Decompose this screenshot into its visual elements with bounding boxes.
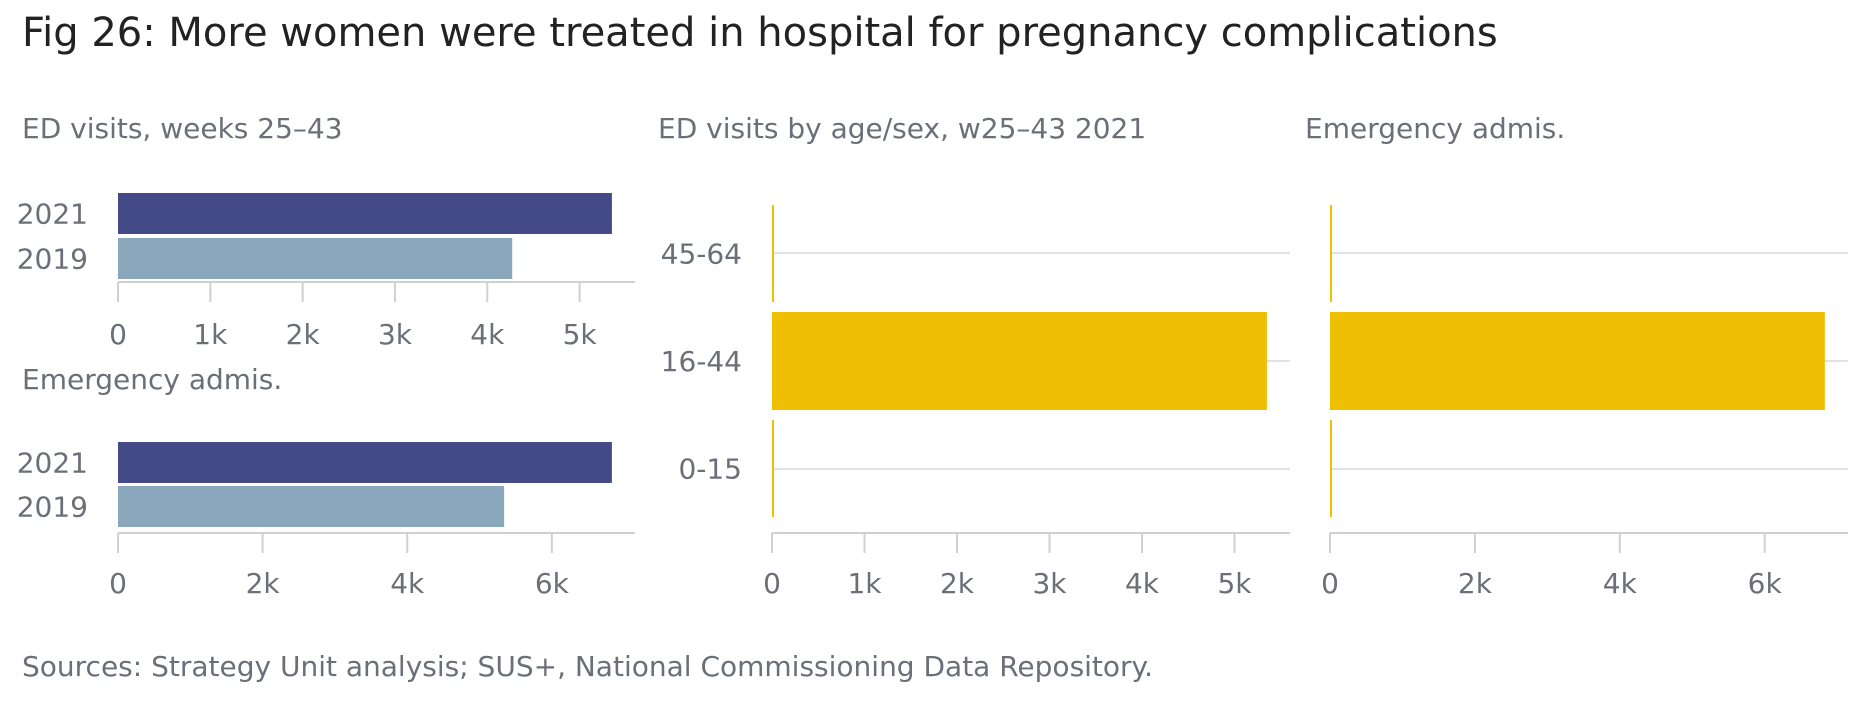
category-label: 2019 <box>17 491 88 524</box>
x-tick-label: 4k <box>390 567 425 600</box>
x-tick-label: 2k <box>1458 567 1493 600</box>
x-tick-label: 5k <box>563 318 598 351</box>
x-tick-label: 2k <box>286 318 321 351</box>
category-label: 0-15 <box>678 453 742 486</box>
bar-0-15 <box>1330 420 1332 517</box>
x-tick-label: 3k <box>1032 567 1067 600</box>
bar-2021 <box>118 193 612 234</box>
panel-title-ed-visits-by-age: ED visits by age/sex, w25–43 2021 <box>658 112 1147 145</box>
bar-45-64 <box>772 205 774 302</box>
category-label: 45-64 <box>661 238 742 271</box>
chart-emergency-admissions-by-year: 2021 2019 0 2k 4k 6k <box>17 442 635 600</box>
bar-2019 <box>118 486 505 527</box>
figure-title: Fig 26: More women were treated in hospi… <box>22 10 1498 56</box>
x-tick-label: 2k <box>246 567 281 600</box>
x-tick-label: 5k <box>1217 567 1252 600</box>
x-tick-label: 1k <box>847 567 882 600</box>
category-label: 16-44 <box>661 345 742 378</box>
chart-emergency-admissions-by-age: 0 2k 4k 6k <box>1321 205 1848 600</box>
bar-16-44 <box>1330 312 1825 410</box>
x-tick-label: 6k <box>535 567 570 600</box>
panel-title-emergency-admissions-by-age: Emergency admis. <box>1305 112 1566 145</box>
category-label: 2021 <box>17 198 88 231</box>
chart-ed-visits-by-age: 45-64 16-44 0-15 0 1k 2k 3k 4k 5k <box>661 205 1290 600</box>
x-tick-label: 0 <box>1321 567 1339 600</box>
x-tick-label: 0 <box>763 567 781 600</box>
x-tick-label: 6k <box>1748 567 1783 600</box>
bar-0-15 <box>772 420 774 517</box>
x-tick-label: 4k <box>1603 567 1638 600</box>
chart-ed-visits-by-year: 2021 2019 0 1k 2k 3k 4k 5k <box>17 193 635 351</box>
panel-title-ed-visits: ED visits, weeks 25–43 <box>22 112 343 145</box>
category-label: 2021 <box>17 447 88 480</box>
bar-2019 <box>118 238 513 279</box>
x-tick-label: 4k <box>1125 567 1160 600</box>
source-note: Sources: Strategy Unit analysis; SUS+, N… <box>22 650 1154 683</box>
x-tick-label: 0 <box>109 567 127 600</box>
x-tick-label: 2k <box>940 567 975 600</box>
x-tick-label: 1k <box>193 318 228 351</box>
bar-16-44 <box>772 312 1267 410</box>
bar-45-64 <box>1330 205 1332 302</box>
x-tick-label: 0 <box>109 318 127 351</box>
x-tick-label: 3k <box>378 318 413 351</box>
category-label: 2019 <box>17 243 88 276</box>
x-tick-label: 4k <box>470 318 505 351</box>
panel-title-emergency-admissions: Emergency admis. <box>22 363 283 396</box>
bar-2021 <box>118 442 612 483</box>
